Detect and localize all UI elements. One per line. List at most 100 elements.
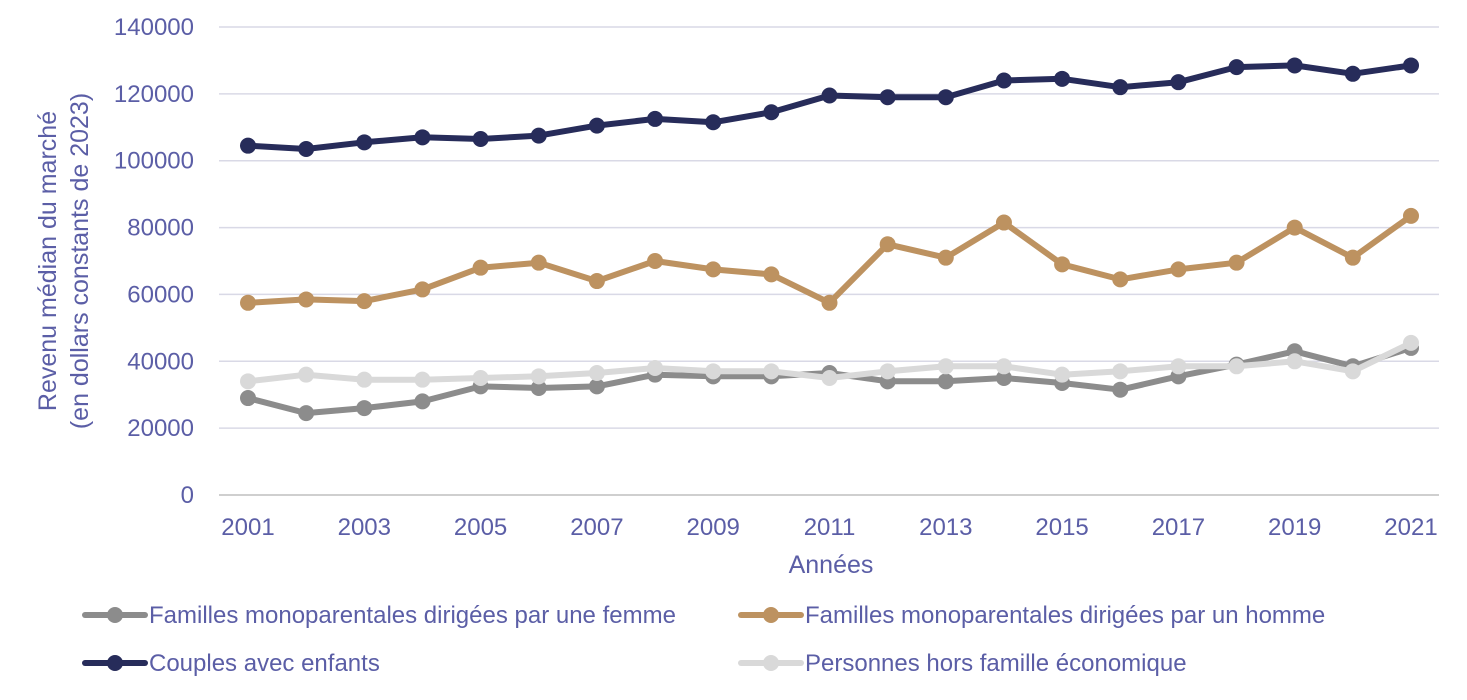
legend-swatch-marker xyxy=(107,655,123,671)
data-point xyxy=(705,114,722,131)
x-tick-label: 2003 xyxy=(338,514,391,541)
data-point xyxy=(1054,366,1071,383)
data-point xyxy=(472,259,489,276)
data-point xyxy=(937,249,954,266)
data-point xyxy=(1403,207,1419,224)
y-tick-label: 60000 xyxy=(127,281,194,308)
data-point xyxy=(647,359,664,376)
data-point xyxy=(472,130,489,147)
series-lines xyxy=(240,57,1419,422)
data-point xyxy=(821,370,838,386)
y-tick-label: 20000 xyxy=(127,415,194,442)
data-point xyxy=(879,363,896,380)
x-tick-label: 2001 xyxy=(221,514,274,541)
data-point xyxy=(937,89,954,106)
y-axis-title-line: Revenu médian du marché xyxy=(34,111,62,411)
data-point xyxy=(937,358,954,375)
data-point xyxy=(879,89,896,106)
data-point xyxy=(1170,261,1187,278)
data-point xyxy=(356,134,373,151)
y-tick-label: 80000 xyxy=(127,215,194,242)
data-point xyxy=(821,87,838,104)
data-point xyxy=(240,390,256,407)
data-point xyxy=(763,104,780,121)
data-point xyxy=(414,281,431,298)
data-point xyxy=(1403,334,1419,351)
y-tick-label: 40000 xyxy=(127,348,194,375)
data-point xyxy=(1286,219,1303,236)
y-tick-label: 140000 xyxy=(114,14,194,41)
x-tick-label: 2011 xyxy=(804,514,856,541)
data-point xyxy=(530,127,547,144)
data-point xyxy=(995,72,1012,89)
y-tick-label: 100000 xyxy=(114,148,194,175)
legend-swatch-marker xyxy=(107,607,123,623)
data-point xyxy=(240,373,256,390)
data-point xyxy=(1112,363,1129,380)
data-point xyxy=(995,370,1012,386)
legend-label: Familles monoparentales dirigées par une… xyxy=(149,602,676,629)
data-point xyxy=(414,393,431,410)
x-tick-label: 2019 xyxy=(1268,514,1321,541)
legend-label: Couples avec enfants xyxy=(149,650,380,677)
legend-swatch-marker xyxy=(763,655,779,671)
data-point xyxy=(1286,57,1303,74)
data-point xyxy=(821,294,838,311)
x-tick-label: 2005 xyxy=(454,514,507,541)
legend-label: Personnes hors famille économique xyxy=(805,650,1187,677)
data-point xyxy=(1170,74,1187,91)
data-point xyxy=(356,400,373,417)
x-tick-label: 2009 xyxy=(687,514,740,541)
data-point xyxy=(588,364,605,381)
data-point xyxy=(356,371,373,388)
data-point xyxy=(763,266,780,283)
data-point xyxy=(1112,79,1129,96)
data-point xyxy=(414,129,431,146)
data-point xyxy=(1344,249,1361,266)
data-point xyxy=(472,370,489,386)
data-point xyxy=(1054,70,1071,87)
x-tick-label: 2017 xyxy=(1152,514,1205,541)
data-point xyxy=(1344,363,1361,380)
data-point xyxy=(705,261,722,278)
data-point xyxy=(647,253,664,269)
data-point xyxy=(298,366,315,383)
data-point xyxy=(1112,271,1129,288)
data-point xyxy=(1112,381,1129,398)
x-tick-label: 2013 xyxy=(919,514,972,541)
y-tick-label: 120000 xyxy=(114,81,194,108)
tick-labels: 0 20000 40000 60000 80000 100000 120000 140000 2… xyxy=(114,14,1438,541)
data-point xyxy=(1054,256,1071,273)
x-tick-label: 2021 xyxy=(1384,514,1437,541)
data-point xyxy=(1344,65,1361,82)
data-point xyxy=(414,371,431,388)
data-point xyxy=(937,373,954,390)
data-point xyxy=(1170,358,1187,375)
legend: Familles monoparentales dirigées par une… xyxy=(82,602,1325,677)
data-point xyxy=(530,380,547,397)
data-point xyxy=(298,405,315,422)
data-point xyxy=(240,137,256,154)
data-point xyxy=(530,368,547,385)
data-point xyxy=(1228,358,1245,375)
data-point xyxy=(647,110,664,127)
y-axis-title-line: (en dollars constants de 2023) xyxy=(66,93,94,429)
y-axis-title: Revenu médian du marché (en dollars const… xyxy=(34,93,94,429)
y-tick-label: 0 xyxy=(181,482,194,509)
data-point xyxy=(588,273,605,290)
data-point xyxy=(879,236,896,253)
data-point xyxy=(356,293,373,310)
data-point xyxy=(705,363,722,380)
data-point xyxy=(1228,59,1245,76)
data-point xyxy=(1286,353,1303,370)
data-point xyxy=(298,141,315,158)
data-point xyxy=(995,358,1012,375)
data-point xyxy=(1403,57,1419,74)
x-axis-title: Années xyxy=(789,551,874,579)
x-tick-label: 2015 xyxy=(1035,514,1088,541)
x-tick-label: 2007 xyxy=(570,514,623,541)
data-point xyxy=(240,294,256,311)
data-point xyxy=(530,254,547,271)
